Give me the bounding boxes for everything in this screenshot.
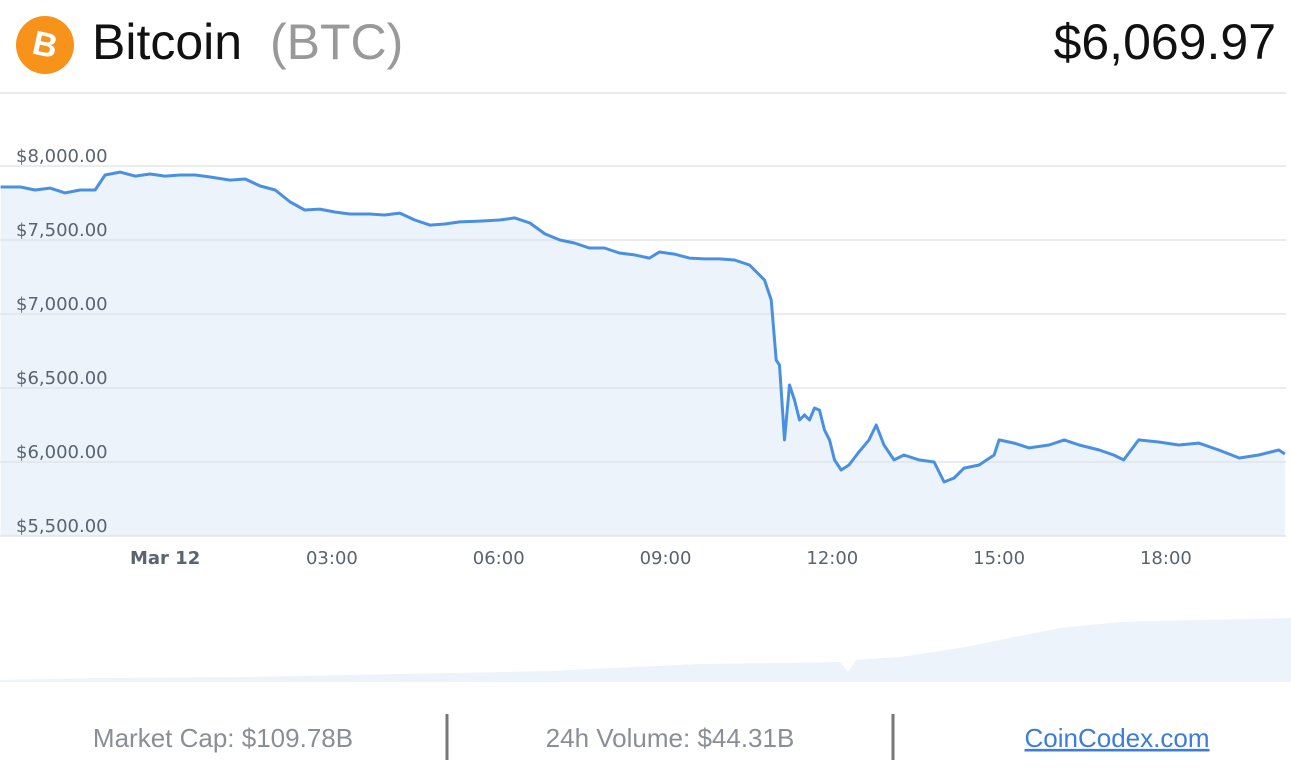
y-tick-label: $8,000.00	[16, 146, 108, 167]
coin-symbol: (BTC)	[270, 14, 403, 70]
plot: $8,000.00 $7,500.00 $7,000.00 $6,500.00 $6,0…	[0, 146, 1286, 569]
header: B Bitcoin (BTC) $6,069.97	[0, 14, 1286, 94]
volume: 24h Volume: $44.31B	[546, 723, 795, 753]
x-tick-label: Mar 12	[130, 548, 200, 569]
x-tick-label: 09:00	[640, 548, 692, 569]
area-layer	[0, 172, 1285, 536]
y-tick-label: $7,500.00	[16, 220, 108, 241]
volume-navigator	[0, 618, 1291, 682]
x-tick-label: 06:00	[473, 548, 525, 569]
y-tick-label: $7,000.00	[16, 294, 108, 315]
x-tick-label: 15:00	[973, 548, 1025, 569]
x-tick-label: 18:00	[1140, 548, 1192, 569]
market-cap: Market Cap: $109.78B	[93, 723, 353, 753]
logo	[16, 16, 74, 74]
y-tick-label: $5,500.00	[16, 516, 108, 537]
x-tick-label: 12:00	[806, 548, 858, 569]
x-tick-label: 03:00	[306, 548, 358, 569]
price-line	[0, 170, 1286, 484]
footer: Market Cap: $109.78B 24h Volume: $44.31B…	[93, 714, 1210, 760]
source-link[interactable]: CoinCodex.com	[1025, 723, 1210, 753]
price: $6,069.97	[1054, 14, 1276, 70]
coin-name: Bitcoin	[92, 14, 242, 70]
price-area	[0, 172, 1285, 536]
y-tick-label: $6,500.00	[16, 368, 108, 389]
y-tick-label: $6,000.00	[16, 442, 108, 463]
